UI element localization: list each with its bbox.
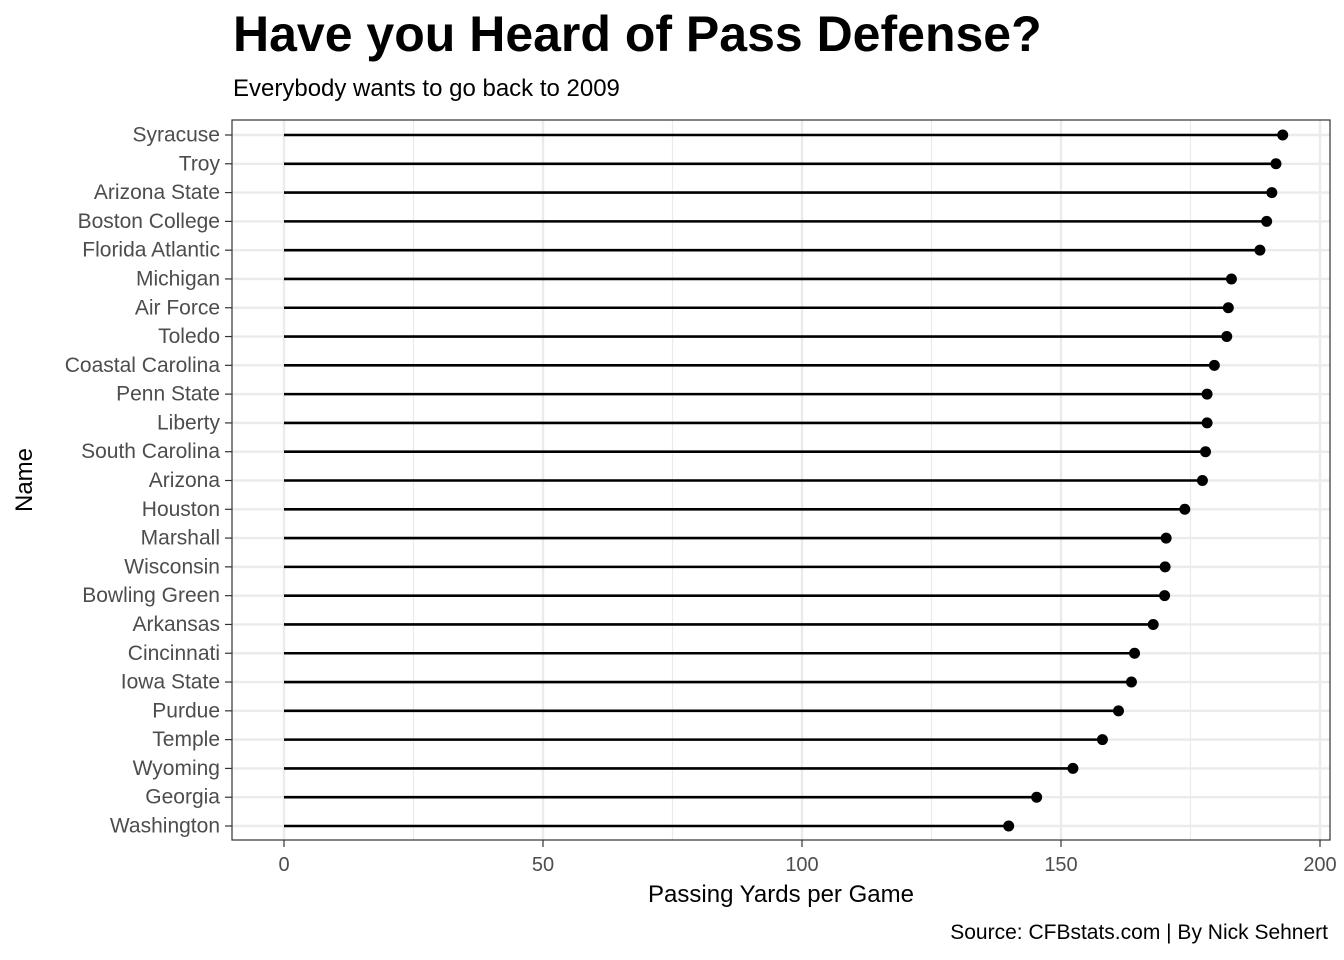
y-tick-label: Houston	[142, 498, 220, 521]
lollipop-point	[1221, 331, 1233, 343]
y-tick-label: Washington	[110, 815, 220, 838]
lollipop-point	[1096, 734, 1108, 746]
lollipop-point	[1277, 129, 1289, 141]
y-tick-label: Toledo	[158, 325, 220, 348]
lollipop-point	[1067, 762, 1079, 774]
y-tick-label: Cincinnati	[128, 642, 220, 665]
y-tick-label: Syracuse	[132, 124, 220, 147]
y-tick-label: Wisconsin	[124, 555, 220, 578]
lollipop-point	[1201, 417, 1213, 429]
y-tick-label: South Carolina	[81, 440, 220, 463]
y-tick-label: Florida Atlantic	[82, 239, 220, 262]
y-tick-label: Purdue	[152, 699, 220, 722]
x-tick-label: 50	[532, 854, 554, 876]
lollipop-point	[1112, 705, 1124, 717]
lollipop-point	[1196, 475, 1208, 486]
lollipop-point	[1270, 158, 1282, 170]
y-tick-label: Coastal Carolina	[65, 354, 221, 377]
y-tick-label: Arkansas	[132, 613, 220, 636]
y-tick-label: Arizona State	[94, 181, 220, 204]
lollipop-point	[1159, 561, 1171, 573]
chart-title: Have you Heard of Pass Defense?	[233, 6, 1042, 62]
y-tick-label: Marshall	[141, 527, 220, 550]
x-tick-label: 0	[278, 854, 289, 876]
y-tick-label: Boston College	[78, 210, 220, 233]
lollipop-point	[1031, 791, 1043, 803]
y-tick-label: Liberty	[157, 411, 221, 434]
chart-caption: Source: CFBstats.com | By Nick Sehnert	[950, 921, 1328, 944]
lollipop-point	[1201, 388, 1213, 400]
lollipop-point	[1129, 647, 1141, 659]
y-tick-label: Michigan	[136, 267, 220, 290]
lollipop-point	[1261, 215, 1273, 227]
lollipop-point	[1200, 446, 1212, 458]
lollipop-point	[1208, 359, 1220, 371]
lollipop-point	[1003, 820, 1015, 832]
x-tick-label: 200	[1303, 854, 1336, 876]
y-tick-label: Air Force	[135, 296, 220, 319]
y-tick-label: Arizona	[149, 469, 221, 492]
y-tick-label: Wyoming	[133, 757, 220, 780]
lollipop-point	[1222, 302, 1234, 314]
lollipop-point	[1225, 273, 1237, 285]
lollipop-point	[1125, 676, 1137, 688]
x-axis: 0 50 100 150 200	[278, 840, 1337, 876]
x-axis-label: Passing Yards per Game	[648, 881, 914, 908]
lollipop-point	[1266, 187, 1278, 199]
y-tick-label: Bowling Green	[82, 584, 220, 607]
y-tick-label: Penn State	[116, 383, 220, 406]
x-tick-label: 100	[785, 854, 818, 876]
y-tick-label: Temple	[152, 728, 220, 751]
y-axis: Syracuse Troy Arizona State Boston College F…	[65, 124, 232, 838]
y-tick-label: Iowa State	[121, 671, 220, 694]
lollipop-point	[1254, 244, 1266, 256]
x-tick-label: 150	[1044, 854, 1077, 876]
lollipop-point	[1179, 503, 1191, 515]
lollipop-marks	[284, 129, 1289, 832]
lollipop-point	[1160, 532, 1172, 544]
chart-subtitle: Everybody wants to go back to 2009	[233, 75, 620, 102]
lollipop-point	[1147, 618, 1159, 630]
lollipop-point	[1159, 590, 1171, 602]
y-tick-label: Georgia	[145, 786, 220, 809]
y-axis-label: Name	[11, 447, 38, 513]
y-tick-label: Troy	[179, 152, 221, 175]
